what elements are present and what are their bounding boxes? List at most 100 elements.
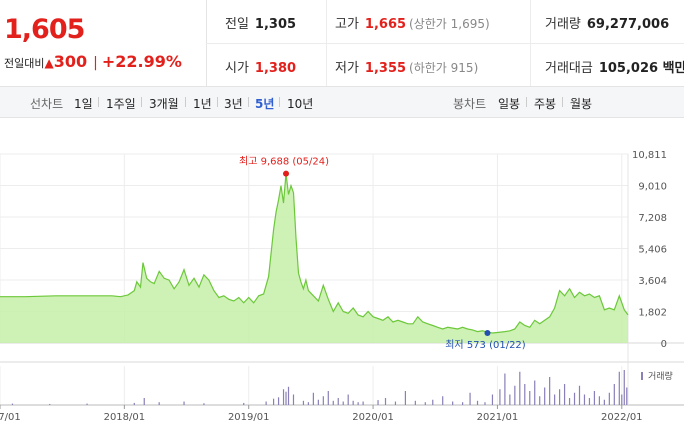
period-10y[interactable]: 10년: [287, 97, 314, 111]
period-1y[interactable]: 1년: [193, 97, 212, 111]
change-line: 전일대비▲300 | +22.99%: [4, 52, 182, 71]
volume-bar: [469, 392, 471, 405]
volume-bar: [563, 384, 566, 405]
up-arrow-icon: ▲: [44, 56, 54, 70]
candle-chart-label: 봉차트: [453, 97, 487, 111]
volume-bar: [287, 386, 290, 405]
stats-divider-v2: [530, 0, 531, 86]
low-marker: [484, 329, 491, 336]
period-3y[interactable]: 3년: [224, 97, 243, 111]
volume-bar: [598, 396, 600, 405]
volume-bar: [86, 403, 88, 405]
y-axis-ticks: 10,811 9,010 7,208 5,406 3,604 1,802 0: [632, 150, 667, 350]
volume-legend: 거래량: [648, 370, 673, 382]
volume-bar: [133, 402, 135, 405]
y-tick-label: 5,406: [638, 244, 667, 255]
toolbar-separator: [185, 97, 186, 107]
candle-daily[interactable]: 일봉: [498, 97, 521, 111]
stat-volume: 거래량 69,277,006: [545, 17, 670, 32]
stat-low: 저가 1,355 (하한가 915): [335, 61, 479, 76]
x-tick-label: 2018/01: [104, 412, 146, 423]
x-axis-ticks: 2017/01 2018/01 2019/01 2020/01 2021/01 2022/…: [0, 405, 643, 423]
volume-bar: [243, 402, 245, 405]
volume-bar: [352, 400, 354, 405]
period-1w[interactable]: 1주일: [106, 97, 136, 111]
volume-bar: [544, 387, 546, 405]
stat-open: 시가 1,380: [225, 61, 297, 76]
y-tick-label: 1,802: [638, 307, 667, 318]
stats-divider-h: [206, 43, 684, 44]
volume-bar: [272, 398, 275, 405]
volume-bar: [414, 400, 416, 405]
x-tick-label: 2017/01: [0, 412, 21, 423]
candle-weekly[interactable]: 주봉: [534, 97, 557, 111]
toolbar-separator: [98, 97, 99, 107]
volume-bar: [307, 402, 310, 405]
volume-bar: [578, 385, 581, 405]
stats-divider-v1: [326, 0, 327, 86]
change-amount: 300: [53, 52, 88, 71]
volume-bar: [377, 400, 379, 405]
volume-bar: [539, 396, 541, 405]
volume-bar: [49, 403, 51, 405]
change-separator: |: [93, 55, 98, 71]
volume-bar: [432, 399, 434, 405]
current-price: 1,605: [4, 14, 85, 45]
volume-bar: [554, 394, 556, 405]
volume-bar: [302, 400, 305, 405]
volume-bar: [524, 384, 526, 405]
y-tick-label: 0: [661, 339, 667, 350]
price-box: 1,605 전일대비▲300 | +22.99%: [0, 0, 207, 86]
high-label: 최고 9,688 (05/24): [239, 156, 329, 168]
volume-bar: [342, 401, 344, 405]
volume-bar: [621, 394, 623, 405]
period-1d[interactable]: 1일: [74, 97, 93, 111]
change-percent: +22.99%: [101, 52, 182, 71]
change-label: 전일대비: [4, 57, 45, 70]
volume-bar: [583, 394, 586, 405]
volume-bars: 거래량: [11, 370, 673, 405]
low-label: 최저 573 (01/22): [445, 339, 526, 351]
volume-bar: [362, 401, 364, 405]
volume-bar: [357, 402, 359, 405]
volume-bar: [573, 392, 576, 405]
volume-legend-swatch: [641, 372, 643, 380]
stat-prev-close: 전일 1,305: [225, 17, 297, 32]
volume-bar: [549, 377, 551, 405]
volume-bar: [347, 394, 349, 405]
volume-bar: [332, 400, 334, 405]
chart-grid: [0, 153, 684, 406]
volume-bar: [158, 402, 160, 405]
volume-bar: [462, 402, 464, 405]
volume-bar: [588, 398, 591, 405]
toolbar-separator: [562, 97, 563, 107]
candle-monthly[interactable]: 월봉: [570, 97, 593, 111]
high-marker: [283, 170, 290, 177]
toolbar-separator: [526, 97, 527, 107]
period-5y[interactable]: 5년: [255, 97, 275, 111]
y-tick-label: 9,010: [638, 181, 667, 192]
x-tick-label: 2019/01: [228, 412, 270, 423]
volume-bar: [282, 389, 285, 405]
y-tick-label: 3,604: [638, 276, 667, 287]
period-3m[interactable]: 3개월: [149, 97, 179, 111]
volume-bar: [317, 399, 319, 405]
volume-bar: [404, 391, 407, 405]
volume-bar: [394, 401, 397, 405]
y-tick-label: 7,208: [638, 213, 667, 224]
volume-bar: [529, 391, 531, 405]
volume-bar: [491, 394, 494, 405]
volume-bar: [559, 389, 561, 405]
x-tick-label: 2021/01: [477, 412, 519, 423]
volume-bar: [452, 401, 454, 405]
x-tick-label: 2022/01: [601, 412, 643, 423]
volume-bar: [519, 371, 521, 405]
volume-bar: [327, 391, 329, 405]
volume-bar: [277, 397, 280, 405]
volume-bar: [593, 391, 596, 405]
volume-bar: [442, 396, 444, 405]
volume-bar: [514, 385, 516, 405]
toolbar-separator: [279, 97, 280, 107]
volume-bar: [143, 398, 145, 405]
